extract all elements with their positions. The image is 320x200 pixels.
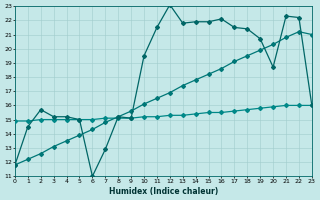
X-axis label: Humidex (Indice chaleur): Humidex (Indice chaleur) <box>109 187 218 196</box>
